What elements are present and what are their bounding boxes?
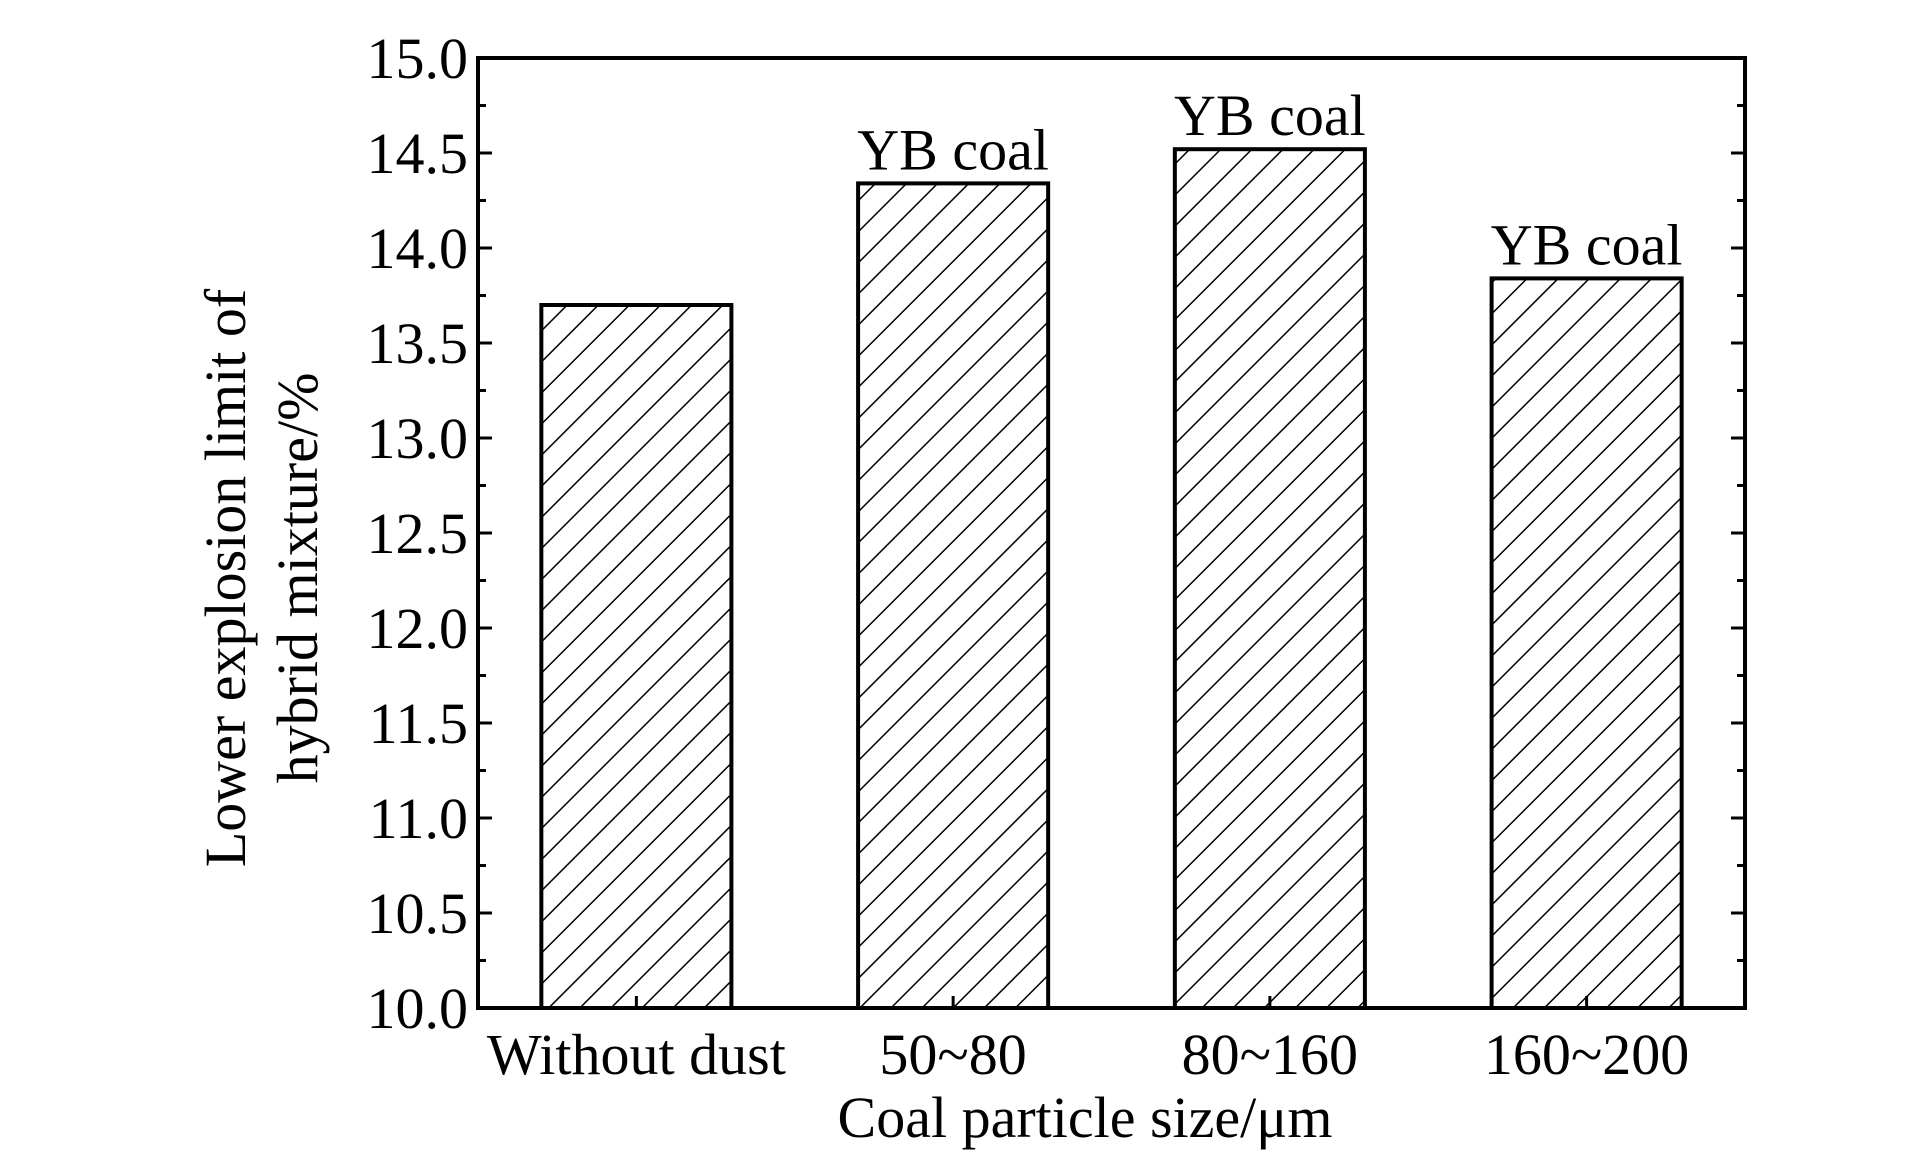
x-tick-label: Without dust <box>487 1022 786 1087</box>
y-tick-label: 10.0 <box>367 976 469 1041</box>
bar-50-80 <box>856 181 1051 1010</box>
axes-layer: Without dust 50~80 80~160 160~200 10.0 10.5 11… <box>367 26 1747 1087</box>
bar-annotation: YB coal <box>1174 83 1366 148</box>
y-axis-label-line-1: Lower explosion limit of <box>193 288 258 867</box>
x-tick-label: 160~200 <box>1484 1022 1689 1087</box>
y-tick-label: 15.0 <box>367 26 469 91</box>
y-tick-label: 14.5 <box>367 121 469 186</box>
x-tick-label: 80~160 <box>1182 1022 1358 1087</box>
y-tick-label: 14.0 <box>367 216 469 281</box>
y-tick-label: 10.5 <box>367 881 469 946</box>
y-tick-label: 11.5 <box>369 691 468 756</box>
y-tick-label: 13.5 <box>367 311 469 376</box>
bar-annotation: YB coal <box>1491 212 1683 277</box>
bars-layer <box>539 147 1684 1010</box>
y-tick-label: 12.5 <box>367 501 469 566</box>
y-axis-label-line-2: hybrid mixture/% <box>265 373 330 784</box>
y-axis-label: Lower explosion limit of hybrid mixture/… <box>193 288 330 867</box>
x-tick-label: 50~80 <box>879 1022 1026 1087</box>
bar-80-160 <box>1172 147 1367 1010</box>
bar-annotation: YB coal <box>857 117 1049 182</box>
y-tick-label: 13.0 <box>367 406 469 471</box>
labels-layer: Coal particle size/μm Lower explosion li… <box>193 288 1332 1150</box>
x-axis-label: Coal particle size/μm <box>838 1085 1333 1150</box>
bar-160-200 <box>1489 276 1684 1010</box>
bar-without-dust <box>539 303 734 1010</box>
y-tick-label: 12.0 <box>367 596 469 661</box>
annotations-layer: YB coal YB coal YB coal <box>857 83 1682 277</box>
y-tick-label: 11.0 <box>369 786 468 851</box>
